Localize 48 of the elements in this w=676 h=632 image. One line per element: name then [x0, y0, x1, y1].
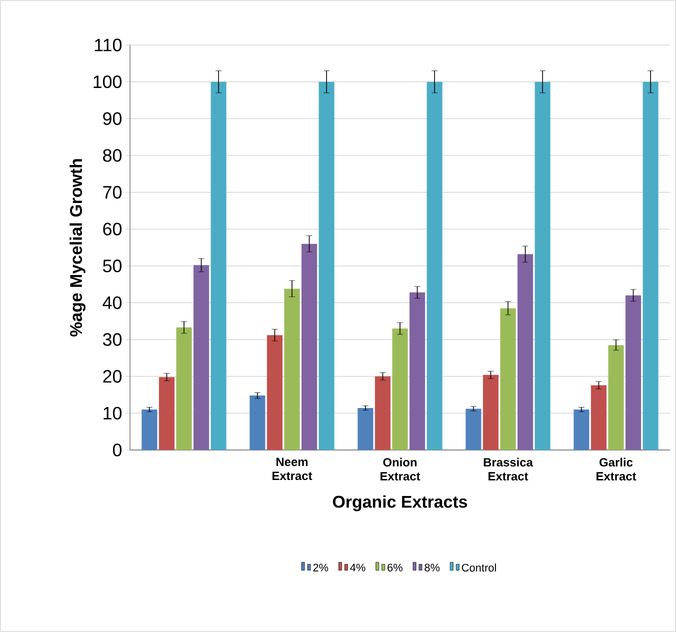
y-tick-label: 60	[103, 222, 122, 236]
bar	[482, 374, 498, 450]
bar	[374, 376, 390, 450]
y-tick-label: 30	[102, 333, 122, 346]
bar	[284, 288, 300, 450]
bar	[176, 327, 192, 450]
legend-label: 6%	[388, 564, 402, 572]
bar	[266, 335, 282, 450]
bar	[642, 82, 658, 450]
y-tick-label: 70	[103, 186, 122, 199]
y-tick-label: 100	[94, 75, 122, 88]
x-axis-title: Organic Extracts	[332, 495, 468, 512]
bar	[534, 82, 550, 450]
x-tick-label: Garlic Extract	[596, 458, 636, 480]
bar	[426, 82, 442, 450]
y-tick-label: 80	[103, 149, 122, 162]
bar	[608, 345, 624, 450]
bar	[500, 308, 516, 450]
bar	[358, 408, 374, 450]
y-tick-label: 0	[112, 444, 122, 456]
bar	[410, 292, 426, 450]
y-tick-label: 110	[95, 38, 122, 52]
bar	[590, 385, 606, 450]
legend-label: 4%	[350, 564, 366, 572]
legend-label: 2%	[313, 564, 328, 572]
legend-label: Control	[462, 564, 496, 572]
bar	[574, 410, 590, 450]
x-tick-label: Brassica Extract	[484, 458, 533, 480]
bar	[194, 265, 210, 450]
bar	[158, 377, 174, 450]
bar	[210, 82, 226, 450]
bar	[318, 82, 334, 450]
bar	[142, 410, 158, 450]
y-tick-label: 20	[103, 370, 122, 383]
bar	[518, 254, 534, 450]
y-tick-label: 40	[102, 296, 122, 310]
y-tick-label: 90	[103, 112, 122, 125]
x-tick-label: Neem Extract	[272, 458, 312, 480]
legend-label: 8%	[424, 564, 440, 572]
bar	[302, 244, 318, 450]
y-axis-title: %age Mycelial Growth	[70, 159, 86, 336]
bar	[626, 295, 642, 450]
bar	[250, 396, 266, 450]
bar	[466, 408, 482, 450]
y-tick-label: 50	[103, 260, 122, 272]
x-tick-label: Onion Extract	[380, 458, 420, 480]
y-tick-label: 10	[104, 406, 122, 420]
bar	[392, 328, 408, 450]
